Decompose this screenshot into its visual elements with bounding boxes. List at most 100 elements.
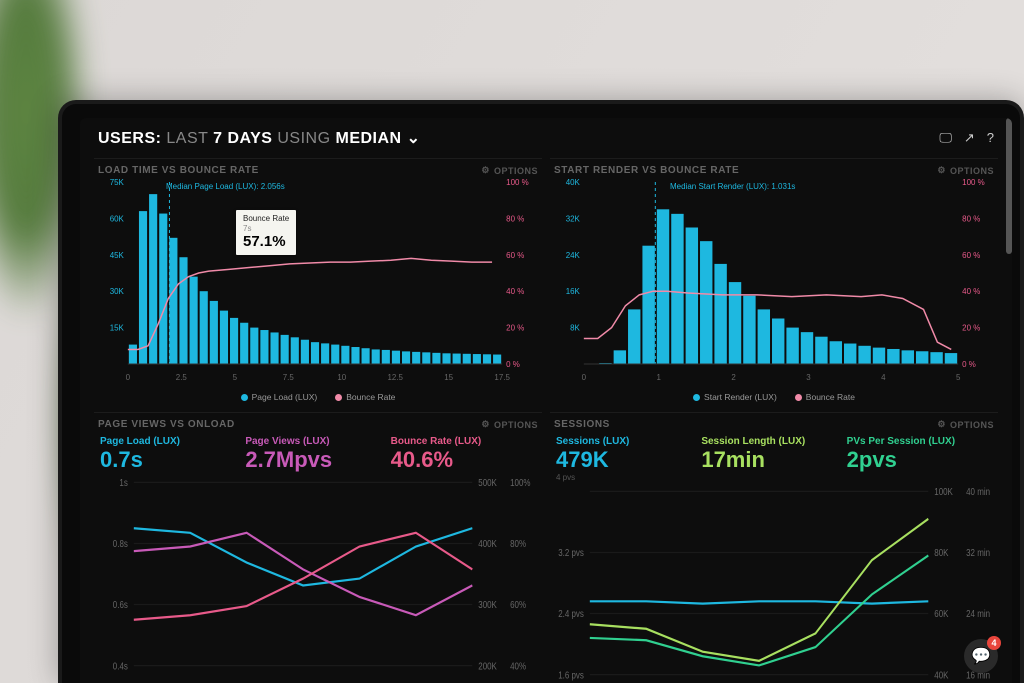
svg-text:60 %: 60 % (506, 251, 524, 260)
stat-block: Page Load (LUX)0.7s (100, 436, 245, 473)
svg-text:12.5: 12.5 (387, 373, 403, 382)
svg-text:16K: 16K (566, 287, 581, 296)
svg-text:24K: 24K (566, 251, 581, 260)
svg-text:400K: 400K (478, 539, 497, 550)
legend-item: Bounce Rate (335, 392, 395, 402)
options-button[interactable]: OPTIONS (481, 165, 538, 176)
help-icon[interactable]: ? (987, 130, 994, 146)
options-button[interactable]: OPTIONS (937, 165, 994, 176)
svg-text:0 %: 0 % (962, 360, 976, 369)
svg-text:40 %: 40 % (962, 287, 980, 296)
header-dim2: USING (277, 130, 330, 147)
tooltip-value: 57.1% (243, 233, 289, 251)
svg-text:60K: 60K (934, 609, 948, 620)
svg-text:2.5: 2.5 (176, 373, 188, 382)
svg-text:80 %: 80 % (962, 214, 980, 223)
panel-title: LOAD TIME VS BOUNCE RATE (98, 165, 259, 176)
svg-text:5: 5 (956, 373, 961, 382)
svg-text:60K: 60K (110, 214, 125, 223)
svg-text:0: 0 (126, 373, 131, 382)
svg-text:1.6 pvs: 1.6 pvs (558, 670, 584, 681)
svg-text:100 %: 100 % (506, 178, 529, 187)
startrender-legend: Start Render (LUX) Bounce Rate (550, 390, 998, 404)
svg-text:2.4 pvs: 2.4 pvs (558, 609, 584, 620)
options-button[interactable]: OPTIONS (481, 419, 538, 430)
svg-text:0.4s: 0.4s (113, 661, 128, 672)
svg-text:500K: 500K (478, 478, 497, 489)
pageviews-stats: Page Load (LUX)0.7sPage Views (LUX)2.7Mp… (94, 432, 542, 475)
svg-text:32 min: 32 min (966, 548, 990, 559)
panel-title: START RENDER VS BOUNCE RATE (554, 165, 739, 176)
tooltip-sub: 7s (243, 224, 289, 234)
panel-sessions: SESSIONS OPTIONS Sessions (LUX)479K4 pvs… (550, 412, 998, 682)
svg-text:80 %: 80 % (506, 214, 524, 223)
svg-text:100%: 100% (510, 478, 530, 489)
svg-text:40K: 40K (566, 178, 581, 187)
header-metric: MEDIAN (336, 130, 402, 147)
sessions-chart: 3.2 pvs2.4 pvs1.6 pvs100K80K60K40K40 min… (550, 484, 998, 682)
header-range: 7 DAYS (213, 130, 272, 147)
sessions-stats: Sessions (LUX)479K4 pvsSession Length (L… (550, 432, 998, 484)
svg-text:30K: 30K (110, 287, 125, 296)
stat-block: PVs Per Session (LUX)2pvs (847, 436, 992, 482)
panel-title: SESSIONS (554, 419, 610, 430)
chat-badge: 4 (987, 636, 1001, 650)
legend-item: Start Render (LUX) (693, 392, 777, 402)
svg-text:5: 5 (233, 373, 238, 382)
svg-text:10: 10 (337, 373, 346, 382)
legend-item: Bounce Rate (795, 392, 855, 402)
svg-text:40K: 40K (934, 670, 948, 681)
median-label: Median Start Render (LUX): 1.031s (670, 182, 795, 191)
svg-text:1: 1 (657, 373, 662, 382)
header-dim1: LAST (166, 130, 208, 147)
svg-text:2: 2 (731, 373, 736, 382)
chevron-down-icon[interactable]: ⌄ (407, 130, 421, 147)
svg-text:60%: 60% (510, 600, 526, 611)
svg-text:3.2 pvs: 3.2 pvs (558, 548, 584, 559)
svg-text:24 min: 24 min (966, 609, 990, 620)
legend-item: Page Load (LUX) (241, 392, 318, 402)
panel-startrender: START RENDER VS BOUNCE RATE OPTIONS 40K 3… (550, 158, 998, 404)
tooltip-label: Bounce Rate (243, 214, 289, 224)
scrollbar[interactable] (1006, 118, 1012, 254)
header-actions: 🖵 ↗ ? (939, 130, 994, 146)
loadtime-chart: 75K60K45K30K15K100 %80 %60 %40 %20 %0 %0… (94, 178, 542, 390)
chat-button[interactable]: 💬 4 (964, 639, 998, 673)
svg-text:75K: 75K (110, 178, 125, 187)
startrender-chart: 40K32K24K16K8K100 %80 %60 %40 %20 %0 %01… (550, 178, 998, 390)
panel-loadtime: LOAD TIME VS BOUNCE RATE OPTIONS 75K 60K 4… (94, 158, 542, 404)
svg-text:200K: 200K (478, 661, 497, 672)
stat-block: Page Views (LUX)2.7Mpvs (245, 436, 390, 473)
stat-block: Bounce Rate (LUX)40.6% (391, 436, 536, 473)
panel-title: PAGE VIEWS VS ONLOAD (98, 419, 235, 430)
svg-text:300K: 300K (478, 600, 497, 611)
header-title[interactable]: USERS: LAST 7 DAYS USING MEDIAN ⌄ (98, 128, 420, 148)
svg-text:45K: 45K (110, 251, 125, 260)
median-label: Median Page Load (LUX): 2.056s (166, 182, 285, 191)
monitor-icon[interactable]: 🖵 (939, 130, 952, 146)
stat-block: Sessions (LUX)479K4 pvs (556, 436, 701, 482)
svg-text:0 %: 0 % (506, 360, 520, 369)
dashboard-header: USERS: LAST 7 DAYS USING MEDIAN ⌄ 🖵 ↗ ? (80, 118, 1012, 154)
share-icon[interactable]: ↗ (964, 130, 975, 146)
svg-text:0: 0 (582, 373, 587, 382)
laptop-frame: USERS: LAST 7 DAYS USING MEDIAN ⌄ 🖵 ↗ ? … (58, 100, 1024, 683)
panel-pageviews: PAGE VIEWS VS ONLOAD OPTIONS Page Load (… (94, 412, 542, 682)
svg-text:15K: 15K (110, 324, 125, 333)
svg-text:20 %: 20 % (962, 324, 980, 333)
panel-grid: LOAD TIME VS BOUNCE RATE OPTIONS 75K 60K 4… (80, 154, 1012, 682)
svg-text:40 min: 40 min (966, 487, 990, 498)
svg-text:0.6s: 0.6s (113, 600, 128, 611)
svg-text:100 %: 100 % (962, 178, 985, 187)
svg-text:7.5: 7.5 (283, 373, 295, 382)
svg-text:80K: 80K (934, 548, 948, 559)
svg-text:40 %: 40 % (506, 287, 524, 296)
svg-text:60 %: 60 % (962, 251, 980, 260)
svg-text:17.5: 17.5 (494, 373, 510, 382)
header-prefix: USERS: (98, 130, 161, 147)
svg-text:1s: 1s (119, 478, 128, 489)
options-button[interactable]: OPTIONS (937, 419, 994, 430)
svg-text:32K: 32K (566, 214, 581, 223)
svg-text:40%: 40% (510, 661, 526, 672)
svg-text:0.8s: 0.8s (113, 539, 128, 550)
